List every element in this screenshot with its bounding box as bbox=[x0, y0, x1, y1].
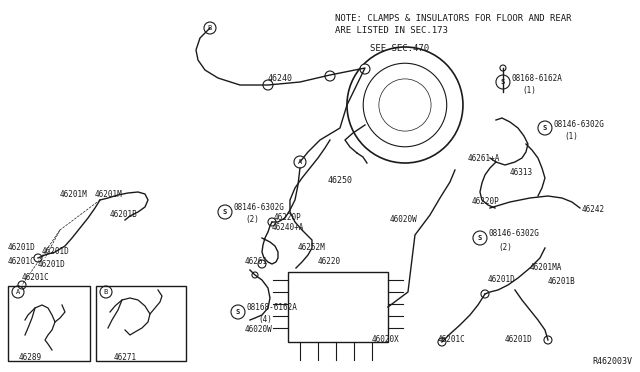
Bar bbox=[8, 286, 90, 361]
Text: 46201C: 46201C bbox=[438, 336, 466, 344]
Text: 46261+A: 46261+A bbox=[468, 154, 500, 163]
Text: 46289: 46289 bbox=[19, 353, 42, 362]
Text: 46201D: 46201D bbox=[505, 336, 532, 344]
Text: (2): (2) bbox=[245, 215, 259, 224]
Circle shape bbox=[360, 64, 370, 74]
Text: 46201D: 46201D bbox=[488, 276, 516, 285]
Text: 46220: 46220 bbox=[318, 257, 341, 266]
Text: S: S bbox=[478, 235, 482, 241]
Circle shape bbox=[544, 336, 552, 344]
Text: NOTE: CLAMPS & INSULATORS FOR FLOOR AND REAR: NOTE: CLAMPS & INSULATORS FOR FLOOR AND … bbox=[335, 13, 572, 23]
Text: 46261: 46261 bbox=[245, 257, 268, 266]
Bar bbox=[96, 286, 186, 361]
Text: 46240+A: 46240+A bbox=[272, 224, 305, 232]
Text: (1): (1) bbox=[522, 86, 536, 94]
Circle shape bbox=[268, 218, 276, 226]
Bar bbox=[288, 272, 388, 342]
Text: 46201B: 46201B bbox=[110, 211, 138, 219]
Circle shape bbox=[481, 290, 489, 298]
Text: S: S bbox=[543, 125, 547, 131]
Text: 08168-6162A: 08168-6162A bbox=[247, 304, 298, 312]
Text: 46220P: 46220P bbox=[472, 198, 500, 206]
Text: S: S bbox=[223, 209, 227, 215]
Text: 46201C: 46201C bbox=[8, 257, 36, 266]
Text: 46313: 46313 bbox=[510, 167, 533, 176]
Circle shape bbox=[438, 338, 446, 346]
Text: 46201M: 46201M bbox=[95, 190, 123, 199]
Text: 46242: 46242 bbox=[582, 205, 605, 215]
Circle shape bbox=[34, 254, 42, 262]
Text: B: B bbox=[208, 25, 212, 31]
Circle shape bbox=[258, 260, 266, 268]
Text: 46201D: 46201D bbox=[42, 247, 70, 257]
Text: S: S bbox=[501, 79, 505, 85]
Text: 08146-6302G: 08146-6302G bbox=[489, 230, 540, 238]
Text: 08168-6162A: 08168-6162A bbox=[512, 74, 563, 83]
Text: 46201C: 46201C bbox=[22, 273, 50, 282]
Circle shape bbox=[263, 80, 273, 90]
Text: R462003V: R462003V bbox=[592, 357, 632, 366]
Circle shape bbox=[325, 71, 335, 81]
Text: 46201MA: 46201MA bbox=[530, 263, 563, 273]
Text: 46201M: 46201M bbox=[60, 190, 88, 199]
Text: S: S bbox=[236, 309, 240, 315]
Text: B: B bbox=[104, 289, 108, 295]
Text: 08146-6302G: 08146-6302G bbox=[554, 119, 605, 128]
Text: A: A bbox=[16, 289, 20, 295]
Text: 46271: 46271 bbox=[113, 353, 136, 362]
Circle shape bbox=[500, 65, 506, 71]
Text: 46020W: 46020W bbox=[245, 326, 273, 334]
Text: 46220P: 46220P bbox=[274, 214, 301, 222]
Text: 46252M: 46252M bbox=[298, 244, 326, 253]
Text: A: A bbox=[298, 159, 302, 165]
Text: 46201D: 46201D bbox=[8, 244, 36, 253]
Text: 46201B: 46201B bbox=[548, 278, 576, 286]
Text: (4): (4) bbox=[258, 315, 272, 324]
Text: 46020X: 46020X bbox=[372, 336, 400, 344]
Text: 46201D: 46201D bbox=[38, 260, 66, 269]
Text: (2): (2) bbox=[498, 244, 512, 253]
Text: 46250: 46250 bbox=[328, 176, 353, 185]
Text: (1): (1) bbox=[564, 132, 578, 141]
Circle shape bbox=[18, 281, 26, 289]
Text: 08146-6302G: 08146-6302G bbox=[234, 203, 285, 212]
Text: ARE LISTED IN SEC.173: ARE LISTED IN SEC.173 bbox=[335, 26, 448, 35]
Text: 46240: 46240 bbox=[268, 74, 293, 83]
Circle shape bbox=[252, 272, 258, 278]
Text: SEE SEC.470: SEE SEC.470 bbox=[370, 44, 429, 52]
Text: 46020W: 46020W bbox=[390, 215, 418, 224]
